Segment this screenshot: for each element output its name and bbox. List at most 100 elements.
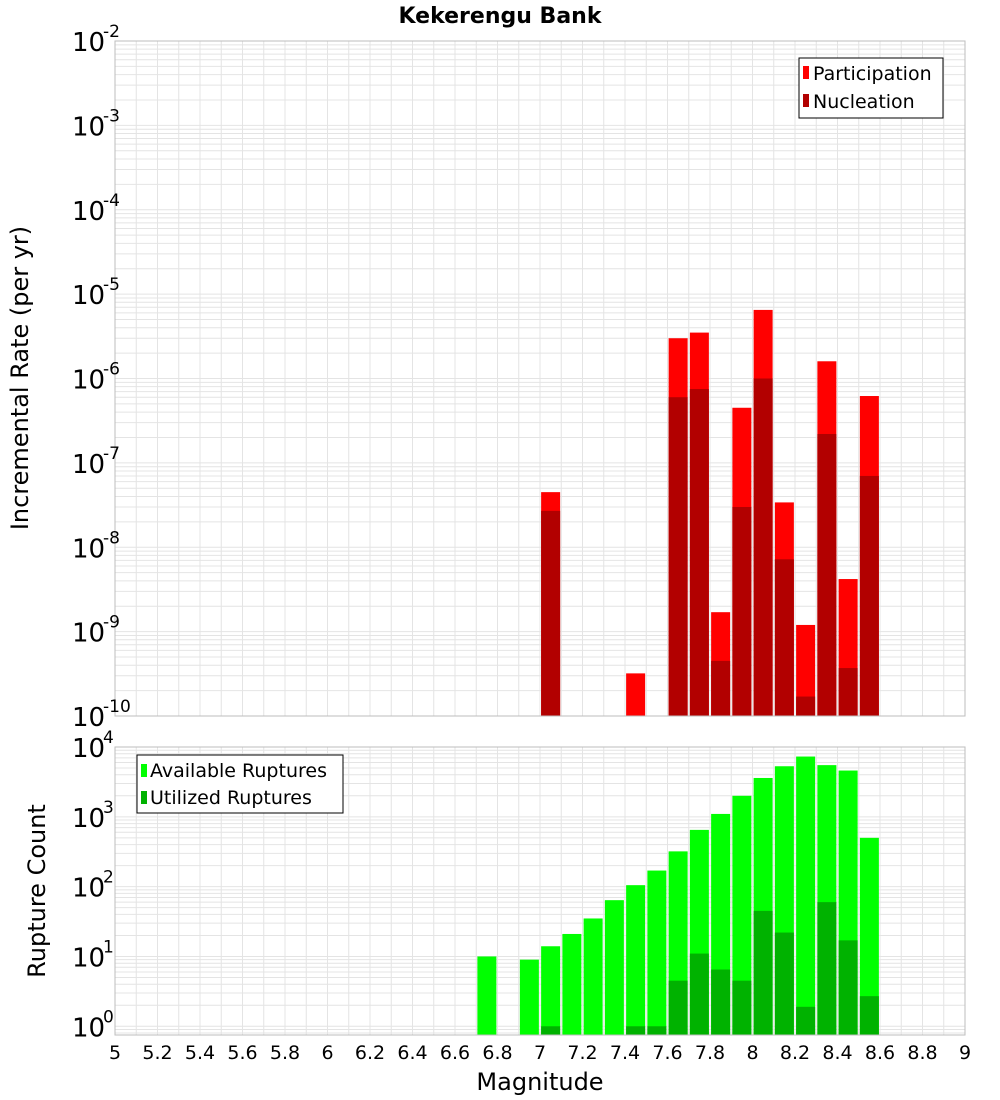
bar-participation: [796, 624, 816, 716]
y-tick-label: 10: [72, 734, 105, 764]
y-tick-exponent: 0: [103, 1007, 114, 1027]
legend-label-utilized: Utilized Ruptures: [150, 787, 312, 809]
y-tick-label: 10: [72, 619, 105, 649]
chart-title: Kekerengu Bank: [399, 4, 603, 29]
bar-nucleation: [796, 696, 816, 716]
rate-y-axis-label: Incremental Rate (per yr): [6, 226, 34, 530]
x-tick-label: 9: [959, 1042, 971, 1064]
bar-utilized-ruptures: [541, 1026, 561, 1035]
x-tick-label: 5: [109, 1042, 121, 1064]
bar-utilized-ruptures: [732, 980, 752, 1035]
bar-participation: [626, 673, 646, 716]
bar-utilized-ruptures: [774, 932, 794, 1035]
y-tick-label: 10: [72, 804, 105, 834]
y-tick-exponent: -2: [103, 22, 120, 42]
bar-nucleation: [859, 475, 879, 716]
y-tick-label: 10: [72, 874, 105, 904]
x-tick-label: 7.6: [652, 1042, 682, 1064]
x-tick-label: 5.6: [227, 1042, 257, 1064]
bar-utilized-ruptures: [859, 996, 879, 1035]
y-tick-label: 10: [72, 534, 105, 564]
y-tick-exponent: -10: [103, 697, 131, 717]
bar-utilized-ruptures: [817, 902, 837, 1035]
bar-available-ruptures: [477, 956, 497, 1035]
y-tick-exponent: 4: [103, 728, 114, 748]
count-legend: Available Ruptures Utilized Ruptures: [136, 754, 344, 814]
legend-label-participation: Participation: [813, 63, 932, 85]
bar-available-ruptures: [519, 959, 539, 1035]
count-plot-frame: [114, 746, 966, 1036]
bar-available-ruptures: [732, 795, 752, 1035]
rate-legend: Participation Nucleation: [798, 57, 944, 119]
y-tick-exponent: -4: [103, 191, 120, 211]
x-tick-label: 8.2: [780, 1042, 810, 1064]
y-tick-label: 10: [72, 450, 105, 480]
x-tick-label: 6.2: [355, 1042, 385, 1064]
y-tick-exponent: -6: [103, 360, 120, 380]
bar-utilized-ruptures: [753, 910, 773, 1035]
x-tick-label: 6.6: [440, 1042, 470, 1064]
legend-swatch-available: [141, 764, 147, 777]
bar-available-ruptures: [796, 756, 816, 1035]
bar-utilized-ruptures: [711, 969, 731, 1035]
bar-available-ruptures: [604, 900, 624, 1035]
x-tick-label: 8.6: [865, 1042, 895, 1064]
y-tick-label: 10: [72, 366, 105, 396]
x-tick-label: 5.2: [142, 1042, 172, 1064]
x-tick-label: 6.8: [482, 1042, 512, 1064]
y-tick-exponent: -8: [103, 528, 120, 548]
x-tick-label: 7.2: [567, 1042, 597, 1064]
legend-label-available: Available Ruptures: [150, 760, 327, 782]
x-tick-label: 7.8: [695, 1042, 725, 1064]
bar-nucleation: [668, 397, 688, 716]
x-tick-label: 7.4: [610, 1042, 640, 1064]
legend-swatch-utilized: [141, 791, 147, 804]
rate-grid: [114, 40, 966, 717]
y-tick-label: 10: [72, 28, 105, 58]
x-tick-label: 6.4: [397, 1042, 427, 1064]
x-axis-label: Magnitude: [476, 1068, 603, 1096]
x-tick-label: 5.8: [270, 1042, 300, 1064]
bar-nucleation: [753, 378, 773, 716]
y-tick-label: 10: [72, 703, 105, 733]
rate-y-ticks: 10-210-310-410-510-610-710-810-910-10: [72, 22, 131, 733]
bar-available-ruptures: [541, 946, 561, 1035]
legend-swatch-nucleation: [803, 94, 809, 107]
rate-panel: 10-210-310-410-510-610-710-810-910-10 In…: [6, 22, 966, 733]
rate-legend-box: [798, 57, 944, 119]
y-tick-exponent: 3: [103, 798, 114, 818]
bar-nucleation: [838, 668, 858, 716]
y-tick-label: 10: [72, 197, 105, 227]
y-tick-label: 10: [72, 112, 105, 142]
rate-plot-frame: [114, 40, 966, 717]
y-tick-label: 10: [72, 281, 105, 311]
x-tick-label: 5.4: [185, 1042, 215, 1064]
bar-nucleation: [541, 510, 561, 716]
bar-utilized-ruptures: [626, 1026, 646, 1035]
x-tick-label: 7: [534, 1042, 546, 1064]
bar-utilized-ruptures: [668, 980, 688, 1035]
bar-nucleation: [732, 506, 752, 716]
bar-utilized-ruptures: [689, 953, 709, 1035]
bar-available-ruptures: [859, 837, 879, 1035]
bar-nucleation: [711, 660, 731, 716]
bar-utilized-ruptures: [838, 940, 858, 1035]
x-tick-label: 6: [321, 1042, 333, 1064]
bar-utilized-ruptures: [647, 1026, 667, 1035]
count-legend-box: [136, 754, 344, 814]
bar-nucleation: [774, 559, 794, 716]
count-y-axis-label: Rupture Count: [23, 804, 51, 978]
bar-nucleation: [817, 433, 837, 716]
y-tick-label: 10: [72, 1013, 105, 1043]
y-tick-label: 10: [72, 943, 105, 973]
rate-bars: [541, 309, 879, 716]
legend-label-nucleation: Nucleation: [813, 91, 915, 113]
y-tick-exponent: -7: [103, 444, 120, 464]
y-tick-exponent: -9: [103, 613, 120, 633]
y-tick-exponent: 1: [103, 937, 114, 957]
x-tick-label: 8.8: [907, 1042, 937, 1064]
count-bars: [477, 756, 879, 1035]
